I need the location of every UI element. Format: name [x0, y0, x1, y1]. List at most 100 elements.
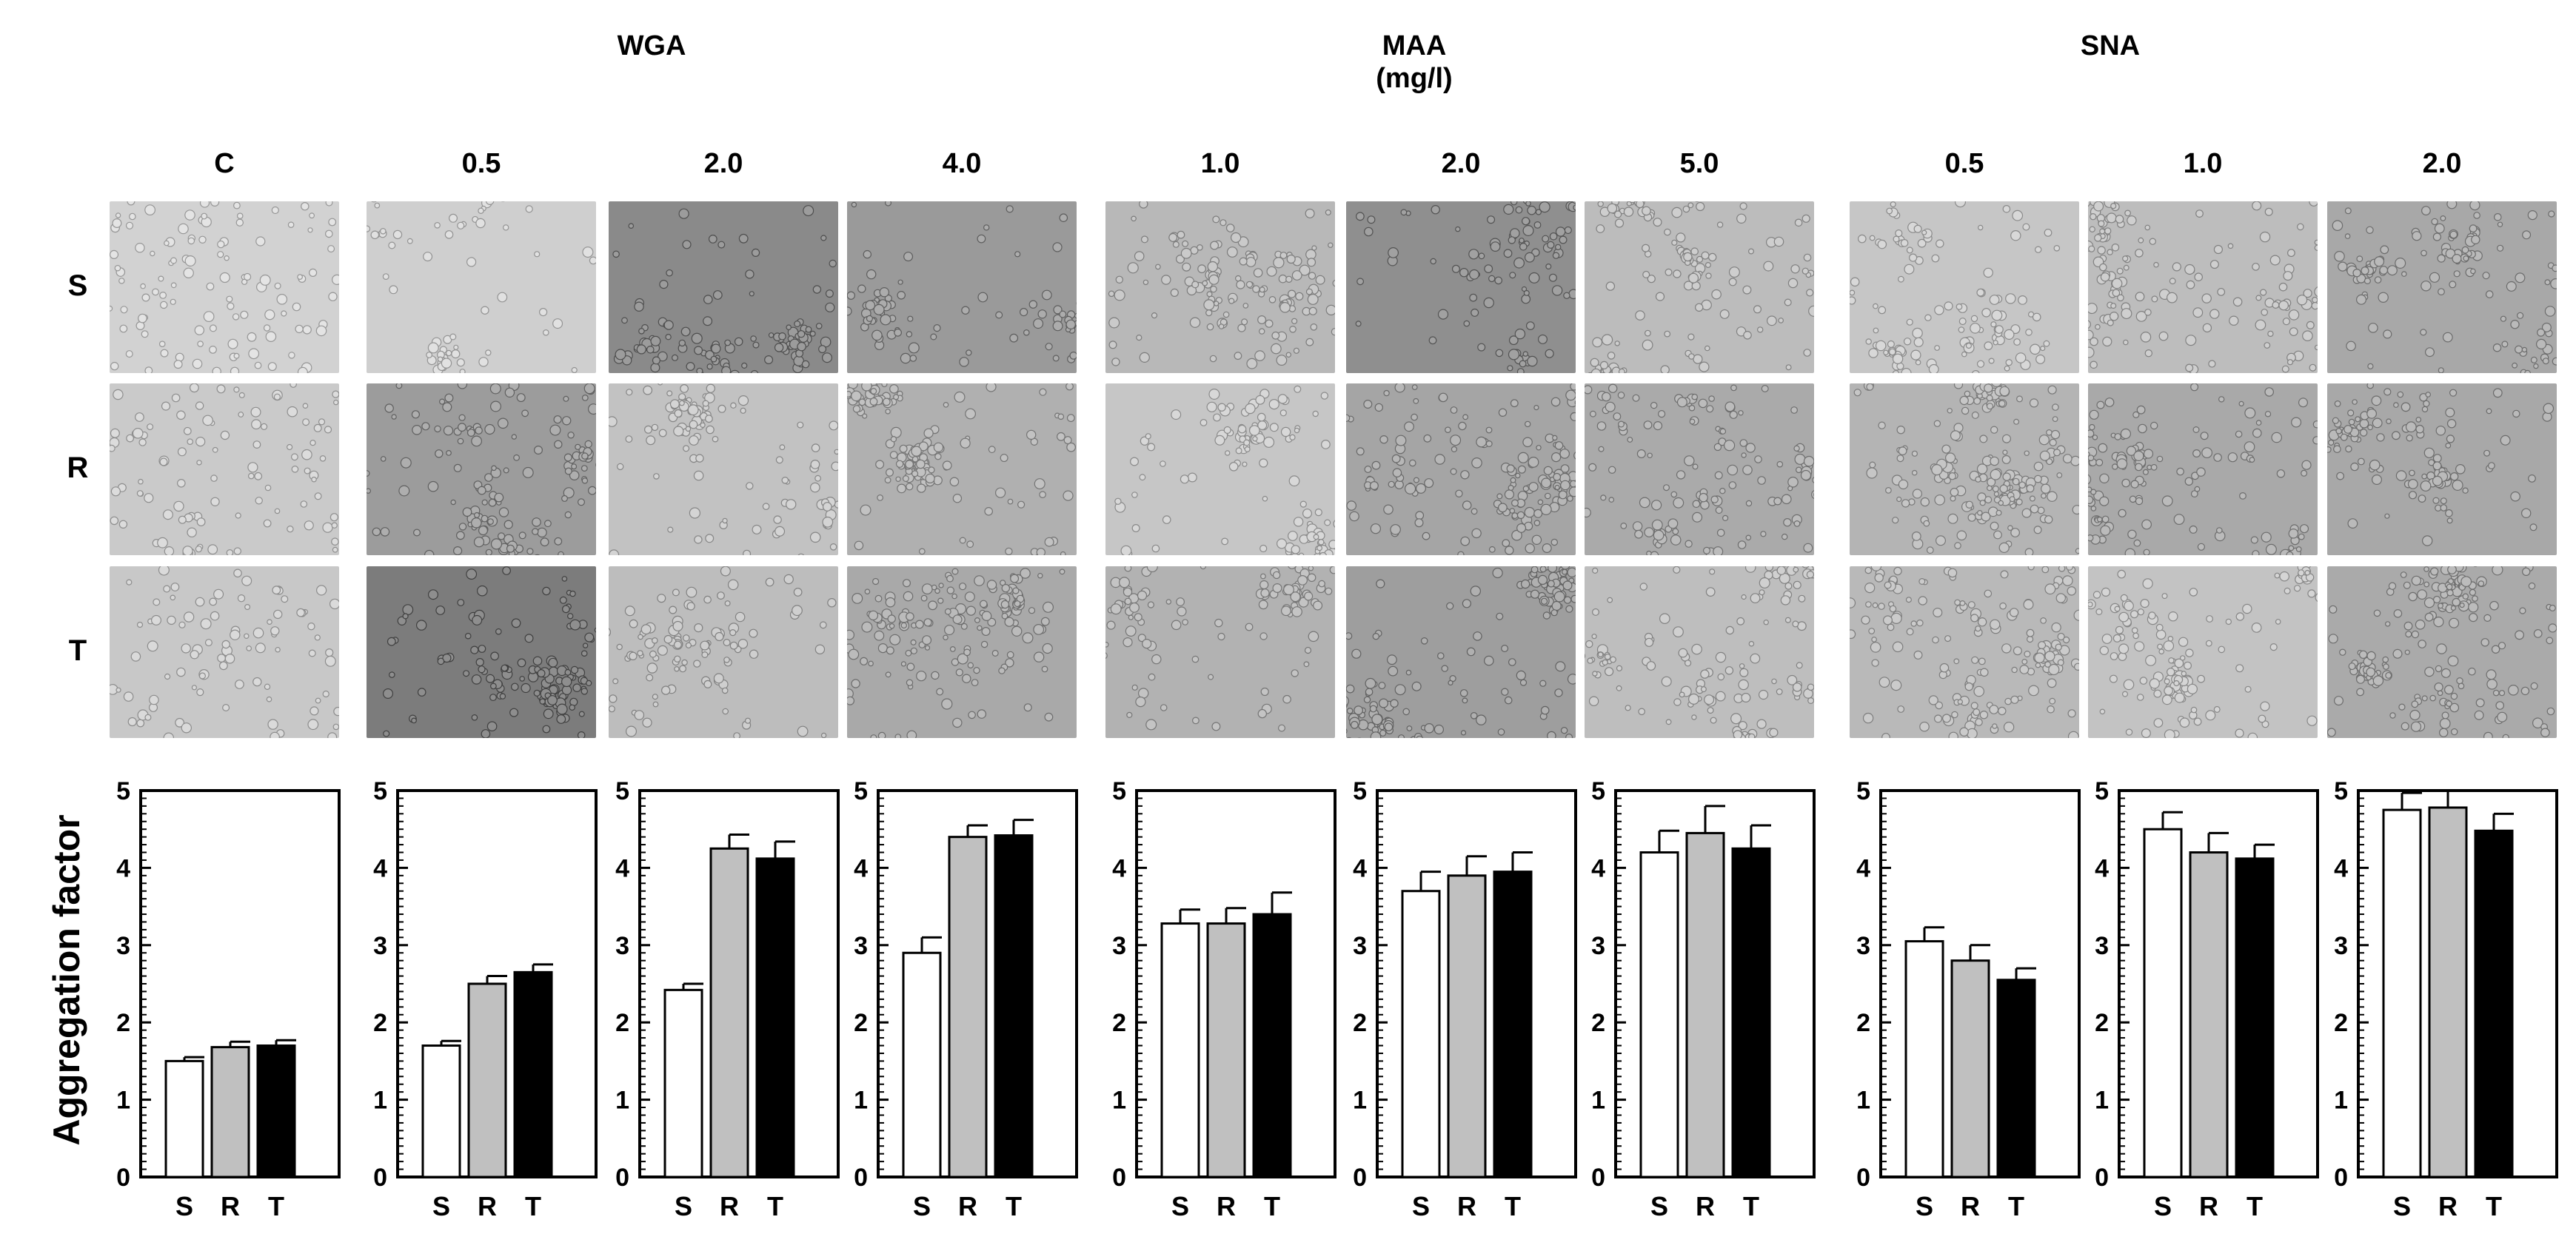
bar-r [2428, 806, 2468, 1178]
concentration-label: 0.5 [1944, 148, 1984, 179]
x-tick-label-t: T [1505, 1191, 1521, 1221]
x-tick-label-r: R [221, 1191, 240, 1221]
bar-t [1493, 871, 1533, 1178]
y-tick-label: 1 [2334, 1087, 2348, 1115]
row-label-s: S [67, 269, 88, 302]
micrograph-s-7 [1850, 201, 2079, 373]
y-tick-label: 0 [373, 1164, 387, 1192]
x-tick-label-t: T [2008, 1191, 2024, 1221]
bar-r [210, 1046, 250, 1178]
x-tick-label-t: T [525, 1191, 541, 1221]
y-tick-label: 4 [854, 854, 868, 882]
bar-t [256, 1044, 296, 1178]
micrograph-s-8 [2088, 201, 2318, 373]
y-tick-label: 3 [2095, 932, 2109, 960]
y-tick-label: 1 [1856, 1087, 1870, 1115]
concentration-label: C [214, 148, 235, 179]
bar-r [1950, 959, 1990, 1178]
micrograph-t-1 [367, 566, 596, 738]
y-tick-label: 2 [615, 1009, 629, 1037]
micrograph-s-4 [1105, 201, 1335, 373]
micrograph-t-4 [1105, 566, 1335, 738]
concentration-label: 0.5 [461, 148, 501, 179]
x-tick-label-r: R [2438, 1191, 2458, 1221]
y-tick-label: 5 [2095, 777, 2109, 805]
x-tick-label-s: S [1650, 1191, 1668, 1221]
bar-t [2235, 857, 2275, 1178]
y-tick-label: 5 [1856, 777, 1870, 805]
y-tick-label: 4 [1353, 854, 1367, 882]
concentration-label: 4.0 [942, 148, 982, 179]
micrograph-r-6 [1585, 383, 1814, 555]
concentration-label: 2.0 [2422, 148, 2462, 179]
bar-t [1731, 847, 1771, 1178]
y-tick-label: 2 [1856, 1009, 1870, 1037]
bar-s [663, 988, 703, 1178]
y-tick-label: 3 [1353, 932, 1367, 960]
concentration-label: 1.0 [1200, 148, 1240, 179]
bar-s [1160, 922, 1200, 1178]
y-tick-label: 4 [116, 854, 130, 882]
y-tick-label: 3 [854, 932, 868, 960]
bar-s [1639, 851, 1679, 1178]
y-tick-label: 0 [1112, 1164, 1126, 1192]
micrograph-s-1 [367, 201, 596, 373]
y-tick-label: 0 [2334, 1164, 2348, 1192]
y-tick-label: 0 [854, 1164, 868, 1192]
concentration-label: 1.0 [2183, 148, 2223, 179]
y-tick-label: 1 [1353, 1087, 1367, 1115]
x-tick-label-r: R [1696, 1191, 1715, 1221]
y-tick-label: 5 [373, 777, 387, 805]
y-tick-label: 3 [1112, 932, 1126, 960]
y-tick-label: 1 [116, 1087, 130, 1115]
bar-t [1996, 979, 2036, 1178]
y-tick-label: 0 [2095, 1164, 2109, 1192]
x-tick-label-t: T [1006, 1191, 1022, 1221]
bar-s [421, 1044, 461, 1178]
micrograph-s-3 [847, 201, 1077, 373]
y-tick-label: 1 [2095, 1087, 2109, 1115]
concentration-label: 5.0 [1679, 148, 1719, 179]
x-tick-label-s: S [432, 1191, 450, 1221]
y-tick-label: 1 [854, 1087, 868, 1115]
y-tick-label: 1 [615, 1087, 629, 1115]
y-tick-label: 4 [615, 854, 629, 882]
micrograph-t-8 [2088, 566, 2318, 738]
y-tick-label: 2 [2334, 1009, 2348, 1037]
x-tick-label-r: R [478, 1191, 497, 1221]
micrograph-s-0 [110, 201, 339, 373]
row-label-t: T [68, 634, 87, 667]
micrograph-t-5 [1346, 566, 1576, 738]
bar-s [1904, 940, 1944, 1178]
y-tick-label: 0 [1353, 1164, 1367, 1192]
y-tick-label: 5 [615, 777, 629, 805]
micrograph-r-2 [609, 383, 838, 555]
bar-t [994, 834, 1034, 1178]
y-tick-label: 0 [615, 1164, 629, 1192]
micrograph-s-2 [609, 201, 838, 373]
y-tick-label: 2 [1353, 1009, 1367, 1037]
x-tick-label-r: R [720, 1191, 739, 1221]
y-tick-label: 5 [116, 777, 130, 805]
bar-r [948, 836, 988, 1178]
micrograph-t-3 [847, 566, 1077, 738]
bar-t [1252, 913, 1292, 1178]
y-tick-label: 0 [116, 1164, 130, 1192]
x-tick-label-t: T [268, 1191, 284, 1221]
micrograph-s-9 [2327, 201, 2557, 373]
x-tick-label-s: S [1171, 1191, 1189, 1221]
row-label-r: R [67, 452, 89, 484]
y-tick-label: 5 [1591, 777, 1605, 805]
y-tick-label: 4 [1591, 854, 1605, 882]
group-label-sna-line1: SNA [2080, 30, 2141, 61]
x-tick-label-r: R [2199, 1191, 2218, 1221]
x-tick-label-t: T [2486, 1191, 2502, 1221]
x-tick-label-s: S [1412, 1191, 1430, 1221]
y-tick-label: 0 [1591, 1164, 1605, 1192]
group-label-maa-line1: MAA [1382, 30, 1447, 61]
group-label-wga: WGA [541, 30, 763, 62]
y-tick-label: 0 [1856, 1164, 1870, 1192]
concentration-label: 2.0 [703, 148, 743, 179]
micrograph-r-4 [1105, 383, 1335, 555]
micrograph-r-9 [2327, 383, 2557, 555]
